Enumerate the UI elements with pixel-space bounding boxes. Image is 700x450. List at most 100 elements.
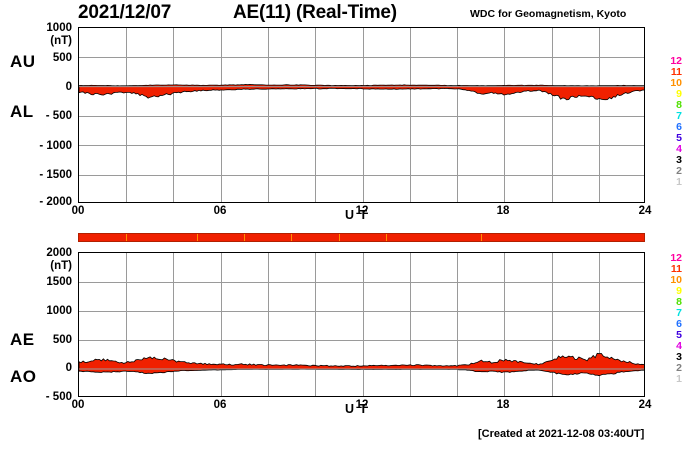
gridline-v [221,28,222,202]
ae-ao-plot-area [79,253,644,396]
series-label-ae: AE [10,330,35,349]
gridline-h [79,282,644,283]
bar-divider [291,234,292,241]
trace-fill [79,352,644,377]
legend-level-6: 6 [676,318,682,330]
gridline-v [504,28,505,202]
gridline-v [457,253,458,396]
gridline-h [79,57,644,58]
legend-level-5: 5 [676,132,682,144]
y-tick-bot-4: 0 [65,362,72,374]
y-tick-top-5: - 1500 [39,169,72,181]
x-axis-title-bot: U T [345,402,369,416]
bar-divider [386,234,387,241]
au-al-trace [79,83,644,101]
gridline-v [504,253,505,396]
y-tick-bot-2: 1000 [46,305,72,317]
series-label-al: AL [10,102,34,121]
x-tick-bot-2: 12 [355,399,369,411]
gridline-v [268,253,269,396]
data-source-label: WDC for Geomagnetism, Kyoto [470,8,627,20]
x-tick-bot-4: 24 [638,399,652,411]
gridline-v [552,253,553,396]
x-tick-top-0: 00 [71,205,85,217]
bar-divider [481,234,482,241]
legend-level-1: 1 [676,176,682,188]
x-tick-top-4: 24 [638,205,652,217]
y-tick-top-3: - 500 [45,110,72,122]
gridline-v [315,253,316,396]
trace-fill [79,83,644,101]
gridline-v [363,253,364,396]
x-tick-top-2: 12 [355,205,369,217]
gridline-v [457,28,458,202]
gridline-h [79,116,644,117]
color-scale-legend-bottom: 12 11 10 9 8 7 6 5 4 3 2 1 [656,253,682,385]
bar-divider [126,234,127,241]
ae-ao-trace [79,352,644,377]
y-unit-top: (nT) [50,35,72,47]
legend-level-9: 9 [676,285,682,297]
gridline-h [79,145,644,146]
y-tick-bot-3: 500 [52,334,72,346]
legend-level-3: 3 [676,351,682,363]
gridline-v [315,28,316,202]
gridline-h [79,340,644,341]
x-tick-top-3: 18 [496,205,510,217]
bar-divider [339,234,340,241]
color-scale-legend-top: 12 11 10 9 8 7 6 5 4 3 2 1 [656,56,682,188]
legend-level-7: 7 [676,307,682,319]
legend-level-8: 8 [676,99,682,111]
y-tick-bot-0: 2000 [46,247,72,259]
legend-level-5: 5 [676,329,682,341]
y-tick-bot-5: - 500 [45,391,72,403]
bar-divider [197,234,198,241]
legend-level-12: 12 [670,252,682,264]
legend-level-7: 7 [676,110,682,122]
au-al-plot-area [79,28,644,202]
gridline-v [126,28,127,202]
gridline-v [552,28,553,202]
y-tick-top-0: 1000 [46,22,72,34]
legend-level-8: 8 [676,296,682,308]
x-tick-top-1: 06 [213,205,227,217]
x-tick-bot-3: 18 [496,399,510,411]
gridline-v [221,253,222,396]
chart-date: 2021/12/07 [78,2,172,23]
gridline-v [173,28,174,202]
gridline-v [363,28,364,202]
legend-level-11: 11 [670,263,682,275]
legend-level-4: 4 [676,340,682,352]
y-tick-bot-1: 1500 [46,276,72,288]
activity-availability-bar [78,233,645,242]
legend-level-9: 9 [676,88,682,100]
au-al-plot-panel [78,27,645,203]
gridline-h [79,311,644,312]
gridline-v [268,28,269,202]
legend-level-3: 3 [676,154,682,166]
y-tick-top-2: 0 [65,81,72,93]
legend-level-11: 11 [670,66,682,78]
series-label-au: AU [10,52,36,71]
x-axis-title-top: U T [345,208,369,222]
legend-level-2: 2 [676,362,682,374]
legend-level-6: 6 [676,121,682,133]
y-tick-top-6: - 2000 [39,196,72,208]
y-tick-top-1: 500 [52,52,72,64]
gridline-v [410,253,411,396]
gridline-v [599,253,600,396]
x-tick-bot-1: 06 [213,399,227,411]
gridline-h [79,175,644,176]
legend-level-4: 4 [676,143,682,155]
legend-level-1: 1 [676,373,682,385]
gridline-v [173,253,174,396]
page-title: AE(11) (Real-Time) [233,2,397,23]
legend-level-10: 10 [670,77,682,89]
x-tick-bot-0: 00 [71,399,85,411]
gridline-v [410,28,411,202]
legend-level-10: 10 [670,274,682,286]
gridline-v [126,253,127,396]
y-tick-top-4: - 1000 [39,140,72,152]
gridline-v [599,28,600,202]
created-timestamp: [Created at 2021-12-08 03:40UT] [478,428,645,440]
